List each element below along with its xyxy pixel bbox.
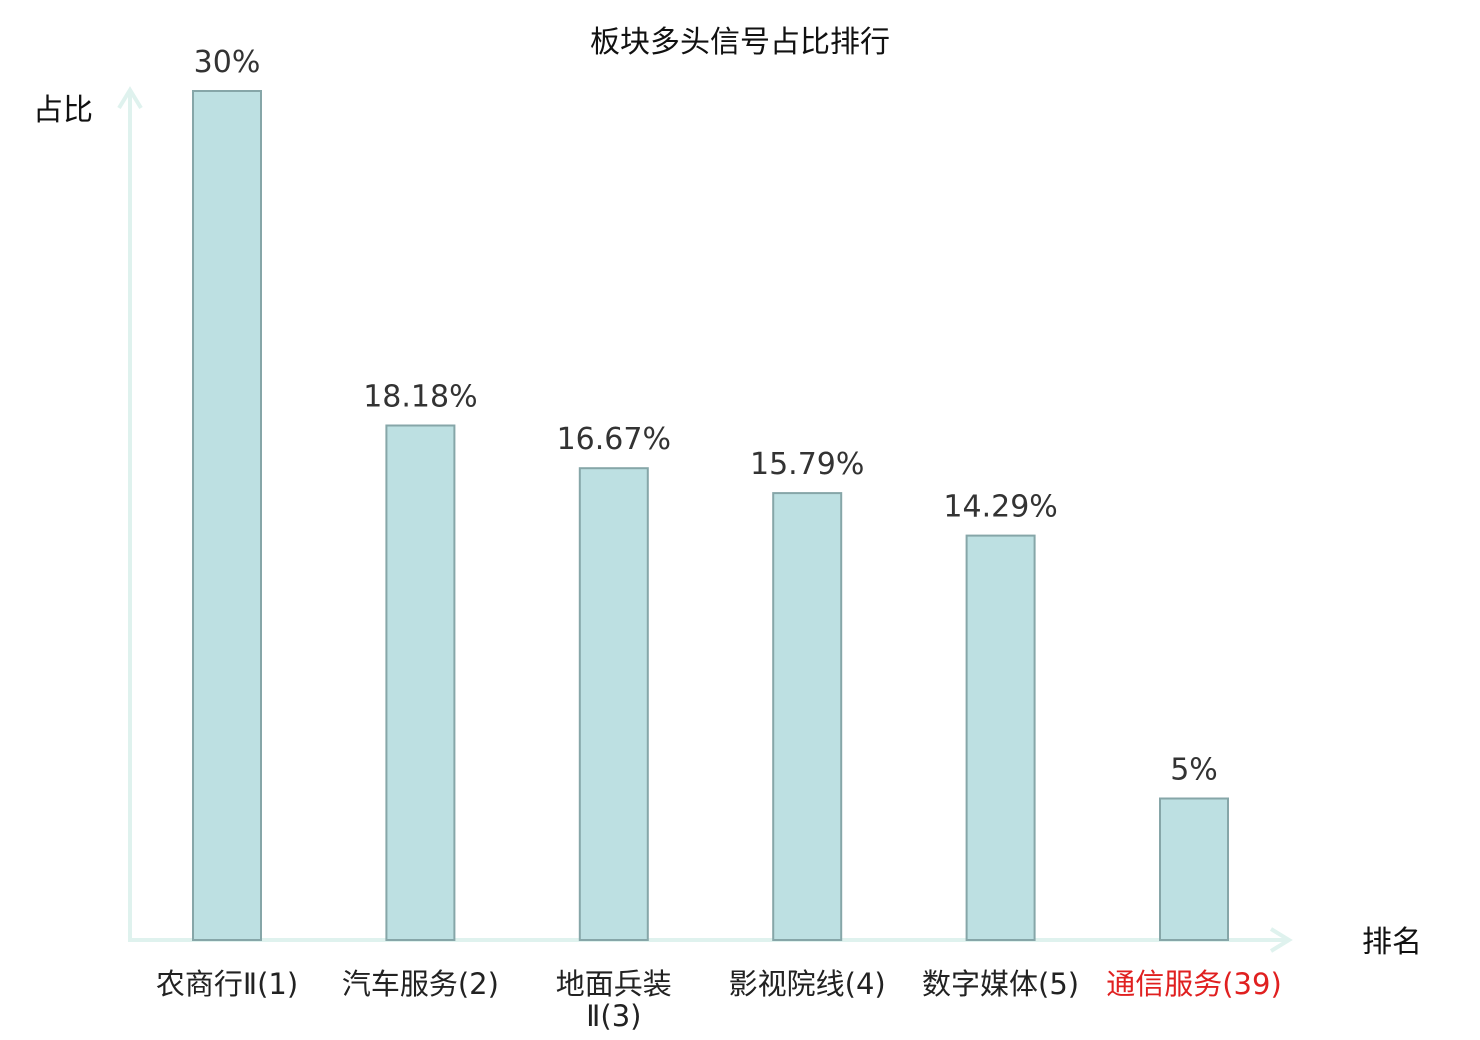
bar-1 <box>385 424 456 941</box>
category-labels: 农商行Ⅱ(1) 汽车服务(2) 地面兵装 Ⅱ(3) 影视院线(4) 数字媒体(5) 通信服务… <box>156 967 1282 1033</box>
x-axis-arrow <box>1269 927 1293 953</box>
category-label-2: 地面兵装 Ⅱ(3) <box>556 967 672 1033</box>
bar-0 <box>192 90 262 941</box>
y-axis-arrow <box>117 86 143 110</box>
value-label-4: 14.29% <box>943 490 1057 525</box>
value-label-0: 30% <box>194 45 261 80</box>
category-label-1: 汽车服务(2) <box>342 967 499 1001</box>
value-label-3: 15.79% <box>750 447 864 482</box>
value-label-5: 5% <box>1170 753 1218 788</box>
chart-title: 板块多头信号占比排行 <box>590 25 890 60</box>
value-label-1: 18.18% <box>363 380 477 415</box>
category-label-3: 影视院线(4) <box>729 967 886 1001</box>
bar-4 <box>965 534 1036 941</box>
bar-2 <box>578 467 649 941</box>
y-axis-label: 占比 <box>33 93 93 128</box>
value-label-2: 16.67% <box>557 422 671 457</box>
x-axis-label: 排名 <box>1362 925 1422 960</box>
bar-5 <box>1159 797 1229 941</box>
category-label-5: 通信服务(39) <box>1106 967 1282 1001</box>
category-label-4: 数字媒体(5) <box>922 967 1079 1001</box>
axes <box>117 86 1293 953</box>
bars <box>192 90 1229 941</box>
category-label-0: 农商行Ⅱ(1) <box>156 967 298 1001</box>
value-labels: 30% 18.18% 16.67% 15.79% 14.29% 5% <box>194 45 1218 788</box>
bar-3 <box>772 492 843 941</box>
